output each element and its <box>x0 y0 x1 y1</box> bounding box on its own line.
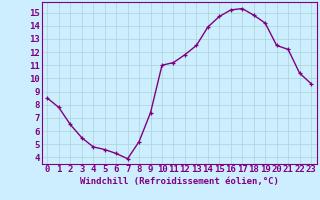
X-axis label: Windchill (Refroidissement éolien,°C): Windchill (Refroidissement éolien,°C) <box>80 177 279 186</box>
